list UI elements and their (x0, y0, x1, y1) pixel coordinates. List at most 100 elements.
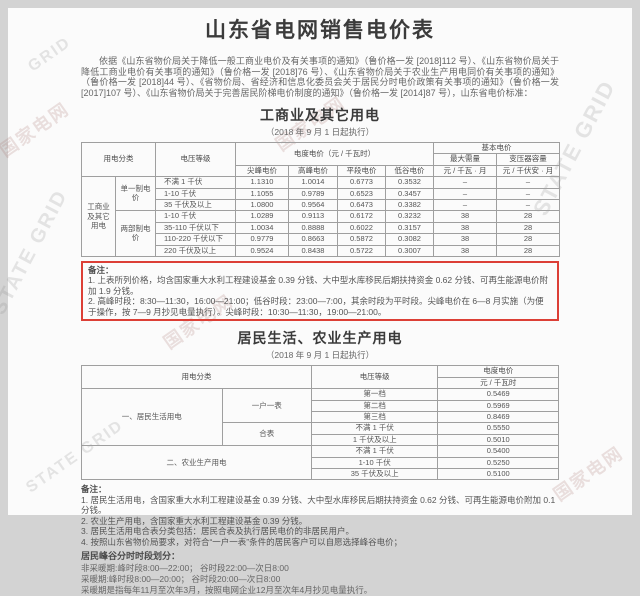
table-row: 35 千伏及以上 1.0800 0.9564 0.6473 0.3382 – – (82, 198, 561, 212)
header-energy-price: 电度电价（元 / 千瓦时） (234, 142, 435, 166)
page-title: 山东省电网销售电价表 (205, 19, 435, 42)
price-cell: 0.3532 (384, 176, 435, 189)
tier-cell: 第二档 (310, 399, 439, 412)
peak-valley-line: 采暖期:峰时段8:00—20:00； 谷时段20:00—次日8:00 (81, 574, 281, 585)
voltage-cell: 不满 1 千伏 (310, 422, 439, 435)
category-cell-resident: 一、居民生活用电 (81, 388, 223, 447)
note-line: 2. 农业生产用电，含国家重大水利工程建设基金 0.39 分钱。 (81, 515, 308, 526)
voltage-cell: 不满 1 千伏 (310, 445, 439, 458)
price-cell: 1.0014 (288, 176, 338, 189)
price-cell: 0.5100 (437, 467, 559, 481)
table-row: 两部制电价 1-10 千伏 1.0289 0.9113 0.6172 0.323… (82, 210, 561, 257)
header-flat-price: 平段电价 (337, 164, 386, 178)
voltage-cell: 1 千伏及以上 (310, 433, 439, 447)
tier-cell: 第三档 (310, 410, 439, 424)
effective-date: （2018 年 9 月 1 日起执行） (265, 350, 375, 361)
price-cell: 0.8888 (288, 221, 338, 235)
voltage-cell: 35 千伏及以上 (310, 467, 439, 481)
price-cell: 0.5250 (437, 456, 559, 469)
price-cell: 0.8438 (288, 244, 338, 257)
meter-cell-single: 一户一表 (221, 388, 312, 424)
demand-cell: – (433, 176, 498, 189)
header-price-unit: 元 / 千瓦时 (437, 376, 559, 390)
price-cell: 0.9789 (288, 187, 338, 200)
table-row: 110-220 千伏以下 0.9779 0.8663 0.5872 0.3082… (82, 233, 561, 246)
table-row: 第二档 0.5969 (82, 399, 559, 412)
tier-cell: 第一档 (310, 388, 439, 401)
demand-cell: – (433, 187, 498, 200)
header-basic-price: 基本电价 (433, 141, 561, 155)
peak-valley-line: 非采暖期:峰时段8:00—22:00； 谷时段22:00—次日8:00 (81, 563, 289, 574)
price-cell: 0.3007 (384, 244, 435, 257)
price-cell: 0.6473 (337, 198, 386, 212)
table-header-row: 用电分类 电压等级 电度电价 (81, 365, 559, 390)
demand-cell: – (433, 198, 498, 212)
price-cell: 0.5550 (437, 422, 559, 435)
notes-title: 备注： (88, 264, 114, 275)
category-cell: 工商业及其它用电 (81, 176, 116, 257)
price-cell: 1.0034 (235, 221, 289, 235)
demand-cell: 38 (433, 244, 498, 257)
voltage-cell: 1-10 千伏 (155, 210, 236, 223)
price-cell: 0.9779 (235, 233, 289, 246)
price-cell: 0.5010 (437, 433, 559, 447)
price-cell: 0.3382 (384, 198, 435, 212)
resident-notes: 备注： 1. 居民生活用电，含国家重大水利工程建设基金 0.39 分钱、大中型水… (81, 482, 559, 547)
watermark-text: STATE GRID (0, 186, 73, 319)
note-line: 2. 高峰时段：8:30—11:30，16:00—21:00；低谷时段：23:0… (88, 296, 544, 317)
table-row: 工商业及其它用电 单一制电价 不满 1 千伏 1.1310 1.0014 0.6… (81, 176, 561, 257)
price-cell: 0.6773 (337, 176, 386, 189)
transformer-cell: – (496, 198, 561, 212)
group-cell-two-part: 两部制电价 (115, 210, 156, 257)
table-row: 一、居民生活用电 一户一表 第一档 0.5469 (81, 388, 559, 447)
note-line: 1. 居民生活用电，含国家重大水利工程建设基金 0.39 分钱、大中型水库移民后… (81, 494, 556, 516)
price-cell: 0.3232 (384, 210, 435, 223)
transformer-cell: – (496, 187, 561, 200)
voltage-cell: 35-110 千伏以下 (155, 221, 236, 235)
table-row: 二、农业生产用电 不满 1 千伏 0.5400 (81, 445, 559, 481)
header-valley-price: 低谷电价 (384, 164, 435, 178)
demand-cell: 38 (433, 210, 498, 223)
transformer-cell: 28 (496, 233, 561, 246)
price-cell: 0.5722 (337, 244, 386, 257)
header-transformer-unit: 元 / 千伏安 · 月 (496, 164, 561, 178)
header-usage-class: 用电分类 (81, 141, 156, 178)
header-usage-class: 用电分类 (81, 365, 312, 390)
section-title-commercial: 工商业及其它用电 (260, 107, 380, 123)
header-voltage: 电压等级 (155, 141, 236, 178)
table-row: 合表 不满 1 千伏 0.5550 (82, 422, 559, 447)
watermark-text: 国家电网 (550, 442, 628, 505)
price-cell: 0.9524 (235, 244, 289, 257)
note-line: 1. 上表所列价格，均含国家重大水利工程建设基金 0.39 分钱、大中型水库移民… (88, 275, 548, 296)
table-row: 220 千伏及以上 0.9524 0.8438 0.5722 0.3007 38… (82, 244, 561, 257)
price-cell: 0.8663 (288, 233, 338, 246)
price-cell: 0.9564 (288, 198, 338, 212)
notes-title: 备注： (81, 484, 107, 495)
voltage-cell: 1-10 千伏 (310, 456, 439, 469)
demand-cell: 38 (433, 221, 498, 235)
document-page: GRID 国家电网 国家电网 STATE GRID STATE GRID 国家电… (0, 8, 632, 595)
voltage-cell: 1-10 千伏 (155, 187, 236, 200)
header-max-demand-unit: 元 / 千瓦 · 月 (433, 164, 498, 178)
category-cell-agriculture: 二、农业生产用电 (81, 445, 312, 481)
effective-date: （2018 年 9 月 1 日起执行） (265, 127, 375, 137)
intro-paragraph: 依据《山东省物价局关于降低一般工商业电价及有关事项的通知》（鲁价格一发 [201… (81, 56, 559, 98)
meter-cell-combined: 合表 (221, 422, 312, 447)
voltage-cell: 不满 1 千伏 (155, 176, 236, 189)
voltage-cell: 35 千伏及以上 (155, 198, 236, 212)
table-header-row: 最大需量 变压器容量 (82, 153, 561, 166)
price-cell: 0.5969 (437, 399, 559, 412)
transformer-cell: 28 (496, 244, 561, 257)
price-cell: 0.5872 (337, 233, 386, 246)
price-cell: 0.6022 (337, 221, 386, 235)
section-title-resident: 居民生活、农业生产用电 (237, 330, 403, 347)
peak-valley-section: 居民峰谷分时时段划分： 非采暖期:峰时段8:00—22:00； 谷时段22:00… (81, 551, 559, 596)
price-cell: 0.6523 (337, 187, 386, 200)
demand-cell: 38 (433, 233, 498, 246)
header-transformer: 变压器容量 (496, 153, 561, 166)
voltage-cell: 220 千伏及以上 (155, 244, 236, 257)
watermark-text: GRID (25, 33, 75, 76)
header-peak-price: 高峰电价 (288, 164, 338, 178)
header-max-demand: 最大需量 (433, 153, 498, 166)
header-energy-price: 电度电价 (437, 365, 559, 378)
